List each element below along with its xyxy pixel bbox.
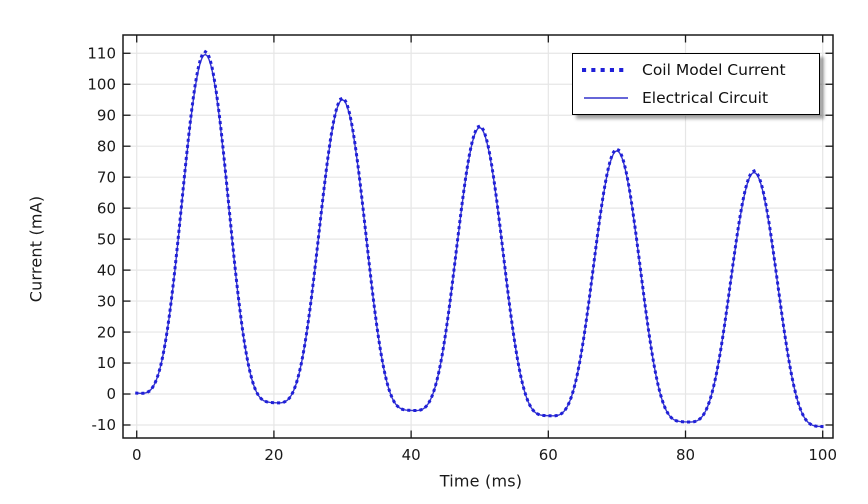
y-tick-label: 30 (97, 292, 116, 310)
x-tick-label: 80 (676, 446, 695, 464)
y-tick-label: 110 (87, 44, 116, 62)
legend-swatch-solid (584, 97, 628, 99)
series-coil-model-current (135, 49, 825, 429)
y-tick-label: 100 (87, 75, 116, 93)
legend-label-coil-model-current: Coil Model Current (642, 61, 786, 79)
legend-label-electrical-circuit: Electrical Circuit (642, 89, 769, 107)
y-tick-label: 60 (97, 199, 116, 217)
legend-entry-electrical-circuit: Electrical Circuit (581, 85, 811, 111)
plot-frame (122, 34, 834, 439)
y-tick-label: -10 (92, 416, 117, 434)
y-axis-title: Current (mA) (26, 195, 46, 303)
x-tick-label: 100 (808, 446, 837, 464)
legend: Coil Model Current Electrical Circuit (572, 53, 820, 115)
x-axis-title: Time (ms) (439, 471, 523, 491)
y-tick-label: 50 (97, 230, 116, 248)
y-tick-label: 80 (97, 137, 116, 155)
y-tick-label: 0 (106, 385, 116, 403)
x-tick-label: 40 (402, 446, 421, 464)
legend-swatch-dotted (582, 68, 630, 72)
legend-entry-coil-model-current: Coil Model Current (581, 57, 811, 83)
x-tick-label: 0 (132, 446, 142, 464)
y-tick-label: 70 (97, 168, 116, 186)
x-tick-label: 60 (539, 446, 558, 464)
x-tick-label: 20 (264, 446, 283, 464)
y-tick-label: 40 (97, 261, 116, 279)
y-tick-label: 90 (97, 106, 116, 124)
y-tick-label: 20 (97, 323, 116, 341)
y-tick-label: 10 (97, 354, 116, 372)
